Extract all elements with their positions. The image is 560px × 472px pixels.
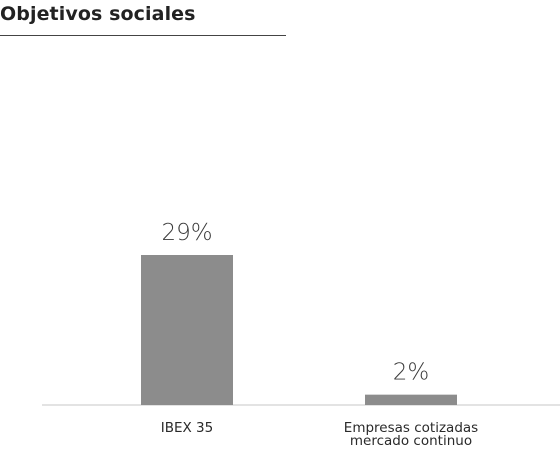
data-label-1: 2% xyxy=(393,360,430,386)
category-label-1: Empresas cotizadas mercado continuo xyxy=(344,420,478,449)
category-label-line: mercado continuo xyxy=(350,433,472,449)
category-label-line: Empresas cotizadas xyxy=(344,420,478,436)
bar-0 xyxy=(141,255,233,405)
data-label-0: 29% xyxy=(161,220,212,246)
title-underline xyxy=(0,35,286,36)
bars-group xyxy=(141,255,457,405)
bar-1 xyxy=(365,394,457,405)
chart-title: Objetivos sociales xyxy=(0,3,196,25)
category-label-0: IBEX 35 xyxy=(161,420,214,436)
category-label-line: IBEX 35 xyxy=(161,420,214,436)
value-labels-group: 29% 2% xyxy=(161,220,429,386)
category-labels-group: IBEX 35 Empresas cotizadas mercado continu… xyxy=(161,420,478,449)
